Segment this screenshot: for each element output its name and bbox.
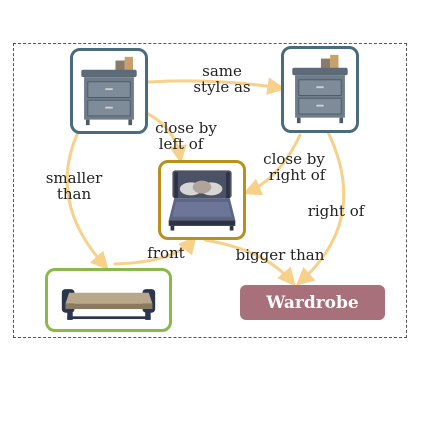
edge-front xyxy=(113,235,197,266)
nightstand-right-node xyxy=(281,46,359,133)
diagram-frame xyxy=(13,43,407,338)
edge-smaller xyxy=(65,126,109,270)
label-right-of: right of xyxy=(307,202,365,220)
wardrobe-node: Wardrobe xyxy=(240,285,385,320)
label-same-style: same style as xyxy=(193,62,251,96)
bed-node xyxy=(158,160,246,240)
nightstand-left-node xyxy=(70,48,148,134)
bench-node xyxy=(45,268,172,332)
bed-icon xyxy=(168,170,236,231)
label-smaller: smaller than xyxy=(45,169,103,203)
edge-right-of xyxy=(295,130,346,286)
bench-icon xyxy=(61,289,156,320)
label-close-right: close by right of xyxy=(263,150,326,184)
label-front: front xyxy=(147,244,185,262)
edge-bigger xyxy=(203,238,296,287)
wardrobe-label: Wardrobe xyxy=(266,292,359,313)
nightstand-icon xyxy=(292,54,348,124)
edge-close-right xyxy=(243,133,302,196)
label-close-left: close by left of xyxy=(155,119,217,153)
edge-same-style xyxy=(146,77,286,95)
nightstand-icon xyxy=(81,56,137,126)
label-bigger: bigger than xyxy=(235,246,325,264)
